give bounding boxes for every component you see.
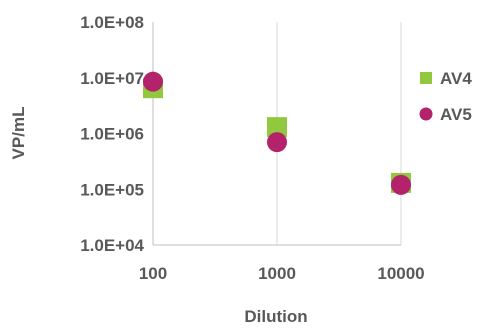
- data-point-av5: [267, 132, 287, 153]
- legend-marker-av4: [420, 72, 432, 84]
- y-tick-label: 1.0E+07: [80, 69, 144, 88]
- data-point-av4: [267, 117, 287, 138]
- legend-label-av5: AV5: [440, 105, 472, 124]
- x-axis-title: Dilution: [244, 307, 307, 326]
- y-tick-label: 1.0E+05: [80, 180, 144, 199]
- x-tick-label: 10000: [377, 264, 424, 283]
- y-axis-title: VP/mL: [9, 107, 28, 160]
- tick-labels: 1.0E+04 1.0E+05 1.0E+06 1.0E+07 1.0E+08 100 10…: [80, 13, 424, 283]
- y-tick-label: 1.0E+04: [80, 236, 144, 255]
- y-tick-label: 1.0E+06: [80, 125, 144, 144]
- axes: [152, 22, 401, 246]
- x-tick-label: 1000: [258, 264, 296, 283]
- legend: AV4 AV5: [419, 69, 472, 124]
- legend-marker-av5: [419, 107, 433, 121]
- data-point-av5: [143, 71, 163, 92]
- data-point-av5: [391, 174, 411, 195]
- data-points: [143, 71, 411, 195]
- y-tick-label: 1.0E+08: [80, 13, 144, 32]
- legend-label-av4: AV4: [440, 69, 472, 88]
- x-tick-label: 100: [139, 264, 167, 283]
